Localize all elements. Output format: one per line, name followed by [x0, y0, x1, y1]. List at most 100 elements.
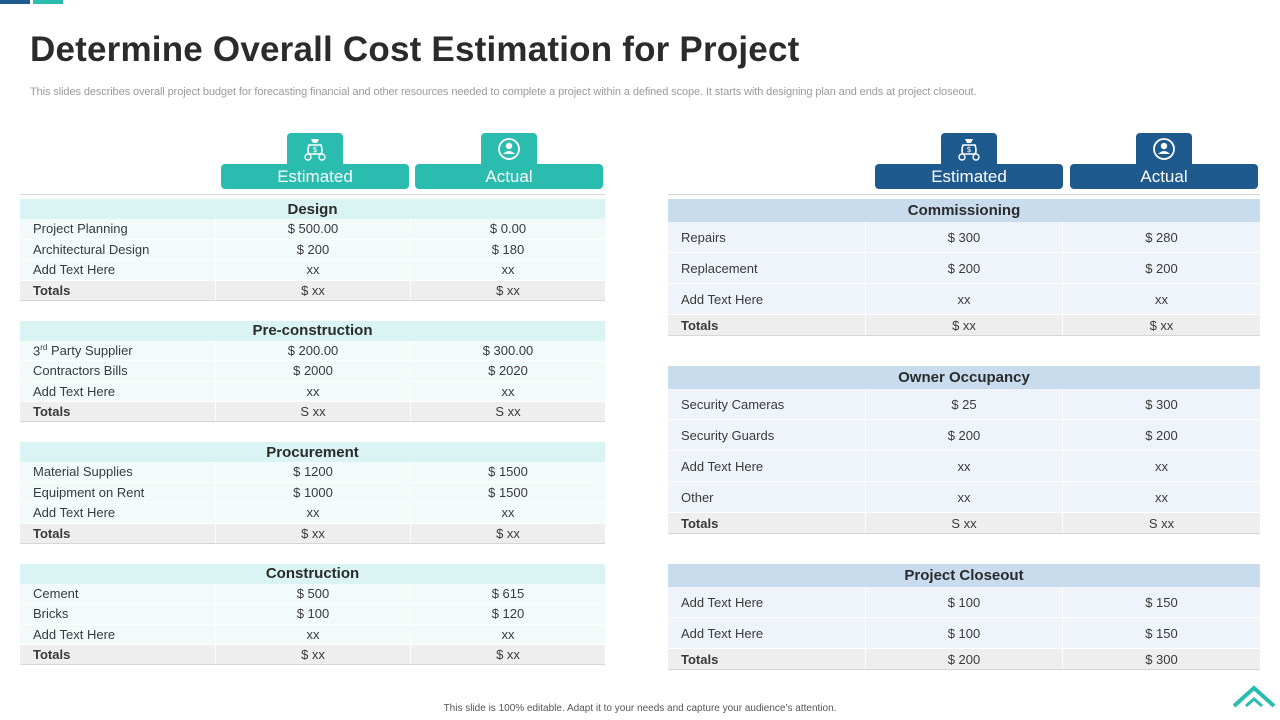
section-title: Pre-construction	[20, 320, 605, 341]
section-title: Procurement	[20, 442, 605, 462]
table-row: Cement $ 500 $ 615	[20, 583, 605, 604]
row-label: Add Text Here	[33, 626, 116, 642]
totals-label: Totals	[33, 525, 71, 541]
actual-value: $ 180	[410, 239, 605, 259]
actual-total: S xx	[410, 402, 605, 421]
row-label: Architectural Design	[33, 241, 150, 257]
totals-row: Totals $ xx $ xx	[20, 523, 605, 544]
table-row: Security Cameras $ 25 $ 300	[668, 389, 1260, 420]
actual-value: $ 150	[1062, 587, 1260, 617]
section-design: Design Project Planning $ 500.00 $ 0.00 …	[20, 199, 605, 301]
row-label: Add Text Here	[33, 262, 116, 278]
section-procurement: Procurement Material Supplies $ 1200 $ 1…	[20, 442, 605, 544]
actual-value: $ 1500	[410, 482, 605, 502]
right-actual-label: Actual	[1070, 164, 1258, 189]
section-project-closeout: Project Closeout Add Text Here $ 100 $ 1…	[668, 564, 1260, 670]
table-row: Bricks $ 100 $ 120	[20, 604, 605, 625]
accent-segment-blue	[0, 0, 30, 4]
section-construction: Construction Cement $ 500 $ 615 Bricks $…	[20, 563, 605, 665]
row-label: 3rd Party Supplier	[20, 341, 215, 361]
row-label: Material Supplies	[33, 464, 133, 480]
row-label: Add Text Here	[681, 625, 764, 641]
totals-row: Totals $ xx $ xx	[20, 280, 605, 301]
actual-value: $ 300	[1062, 389, 1260, 419]
section-title: Owner Occupancy	[668, 366, 1260, 389]
estimated-value: $ 1000	[215, 482, 410, 502]
money-bag-icon: $	[941, 133, 997, 164]
estimated-total: $ xx	[215, 645, 410, 664]
actual-value: $ 150	[1062, 618, 1260, 648]
chevron-up-logo-icon	[1232, 684, 1276, 712]
left-cost-table: $ Estimated Actual Design Project Planni…	[20, 133, 605, 665]
row-label: Add Text Here	[681, 594, 764, 610]
estimated-value: $ 2000	[215, 361, 410, 381]
section-title: Commissioning	[668, 199, 1260, 222]
section-title: Project Closeout	[668, 564, 1260, 587]
actual-value: $ 615	[410, 583, 605, 603]
row-label: Security Guards	[681, 427, 775, 443]
right-cost-table: $ Estimated Actual Commissioning Repairs	[668, 133, 1260, 670]
totals-row: Totals S xx S xx	[668, 513, 1260, 534]
right-estimated-header: $ Estimated	[875, 133, 1063, 189]
actual-total: S xx	[1062, 513, 1260, 533]
estimated-value: $ 200	[865, 253, 1062, 283]
estimated-value: $ 1200	[215, 462, 410, 482]
totals-label: Totals	[681, 317, 719, 333]
estimated-total: $ 200	[865, 649, 1062, 669]
actual-value: xx	[1062, 284, 1260, 314]
row-label: Cement	[33, 585, 79, 601]
table-row: Project Planning $ 500.00 $ 0.00	[20, 219, 605, 240]
estimated-value: $ 100	[865, 618, 1062, 648]
estimated-value: xx	[215, 260, 410, 280]
section-title: Design	[20, 199, 605, 219]
actual-value: xx	[1062, 482, 1260, 512]
actual-value: $ 2020	[410, 361, 605, 381]
section-title: Construction	[20, 563, 605, 584]
table-row: Add Text Here $ 100 $ 150	[668, 618, 1260, 649]
actual-value: xx	[410, 381, 605, 401]
totals-label: Totals	[33, 404, 71, 419]
svg-text:$: $	[966, 145, 971, 154]
estimated-total: $ xx	[215, 280, 410, 300]
totals-row: Totals $ 200 $ 300	[668, 649, 1260, 670]
table-row: Add Text Here xx xx	[20, 624, 605, 645]
estimated-value: $ 100	[215, 604, 410, 624]
left-column-headers: $ Estimated Actual	[20, 133, 605, 195]
right-column-headers: $ Estimated Actual	[668, 133, 1260, 195]
estimated-value: xx	[215, 624, 410, 644]
estimated-total: $ xx	[215, 523, 410, 543]
actual-total: $ xx	[1062, 315, 1260, 335]
left-estimated-header: $ Estimated	[221, 133, 409, 189]
table-row: Contractors Bills $ 2000 $ 2020	[20, 361, 605, 382]
section-owner-occupancy: Owner Occupancy Security Cameras $ 25 $ …	[668, 366, 1260, 534]
table-row: Repairs $ 300 $ 280	[668, 222, 1260, 253]
row-label-text: Party Supplier	[50, 342, 133, 358]
estimated-value: xx	[865, 482, 1062, 512]
estimated-value: $ 100	[865, 587, 1062, 617]
svg-text:$: $	[312, 145, 317, 154]
actual-value: $ 280	[1062, 222, 1260, 252]
actual-value: xx	[410, 503, 605, 523]
row-label: Repairs	[681, 229, 726, 245]
accent-segment-teal	[33, 0, 63, 4]
actual-total: $ 300	[1062, 649, 1260, 669]
left-actual-label: Actual	[415, 164, 603, 189]
row-label: Security Cameras	[681, 396, 785, 412]
table-row: Security Guards $ 200 $ 200	[668, 420, 1260, 451]
estimated-value: $ 200.00	[215, 340, 410, 360]
actual-value: xx	[410, 624, 605, 644]
table-row: Replacement $ 200 $ 200	[668, 253, 1260, 284]
table-row: Equipment on Rent $ 1000 $ 1500	[20, 482, 605, 503]
actual-total: $ xx	[410, 645, 605, 664]
left-estimated-label: Estimated	[221, 164, 409, 189]
totals-label: Totals	[33, 282, 71, 298]
table-row: Add Text Here $ 100 $ 150	[668, 587, 1260, 618]
totals-label: Totals	[681, 651, 719, 667]
table-row: Other xx xx	[668, 482, 1260, 513]
table-row: 3rd Party Supplier $ 200.00 $ 300.00	[20, 340, 605, 361]
table-row: Architectural Design $ 200 $ 180	[20, 239, 605, 260]
totals-row: Totals $ xx $ xx	[668, 315, 1260, 336]
estimated-total: S xx	[865, 513, 1062, 533]
estimated-value: $ 200	[215, 239, 410, 259]
row-label: Project Planning	[33, 221, 128, 237]
